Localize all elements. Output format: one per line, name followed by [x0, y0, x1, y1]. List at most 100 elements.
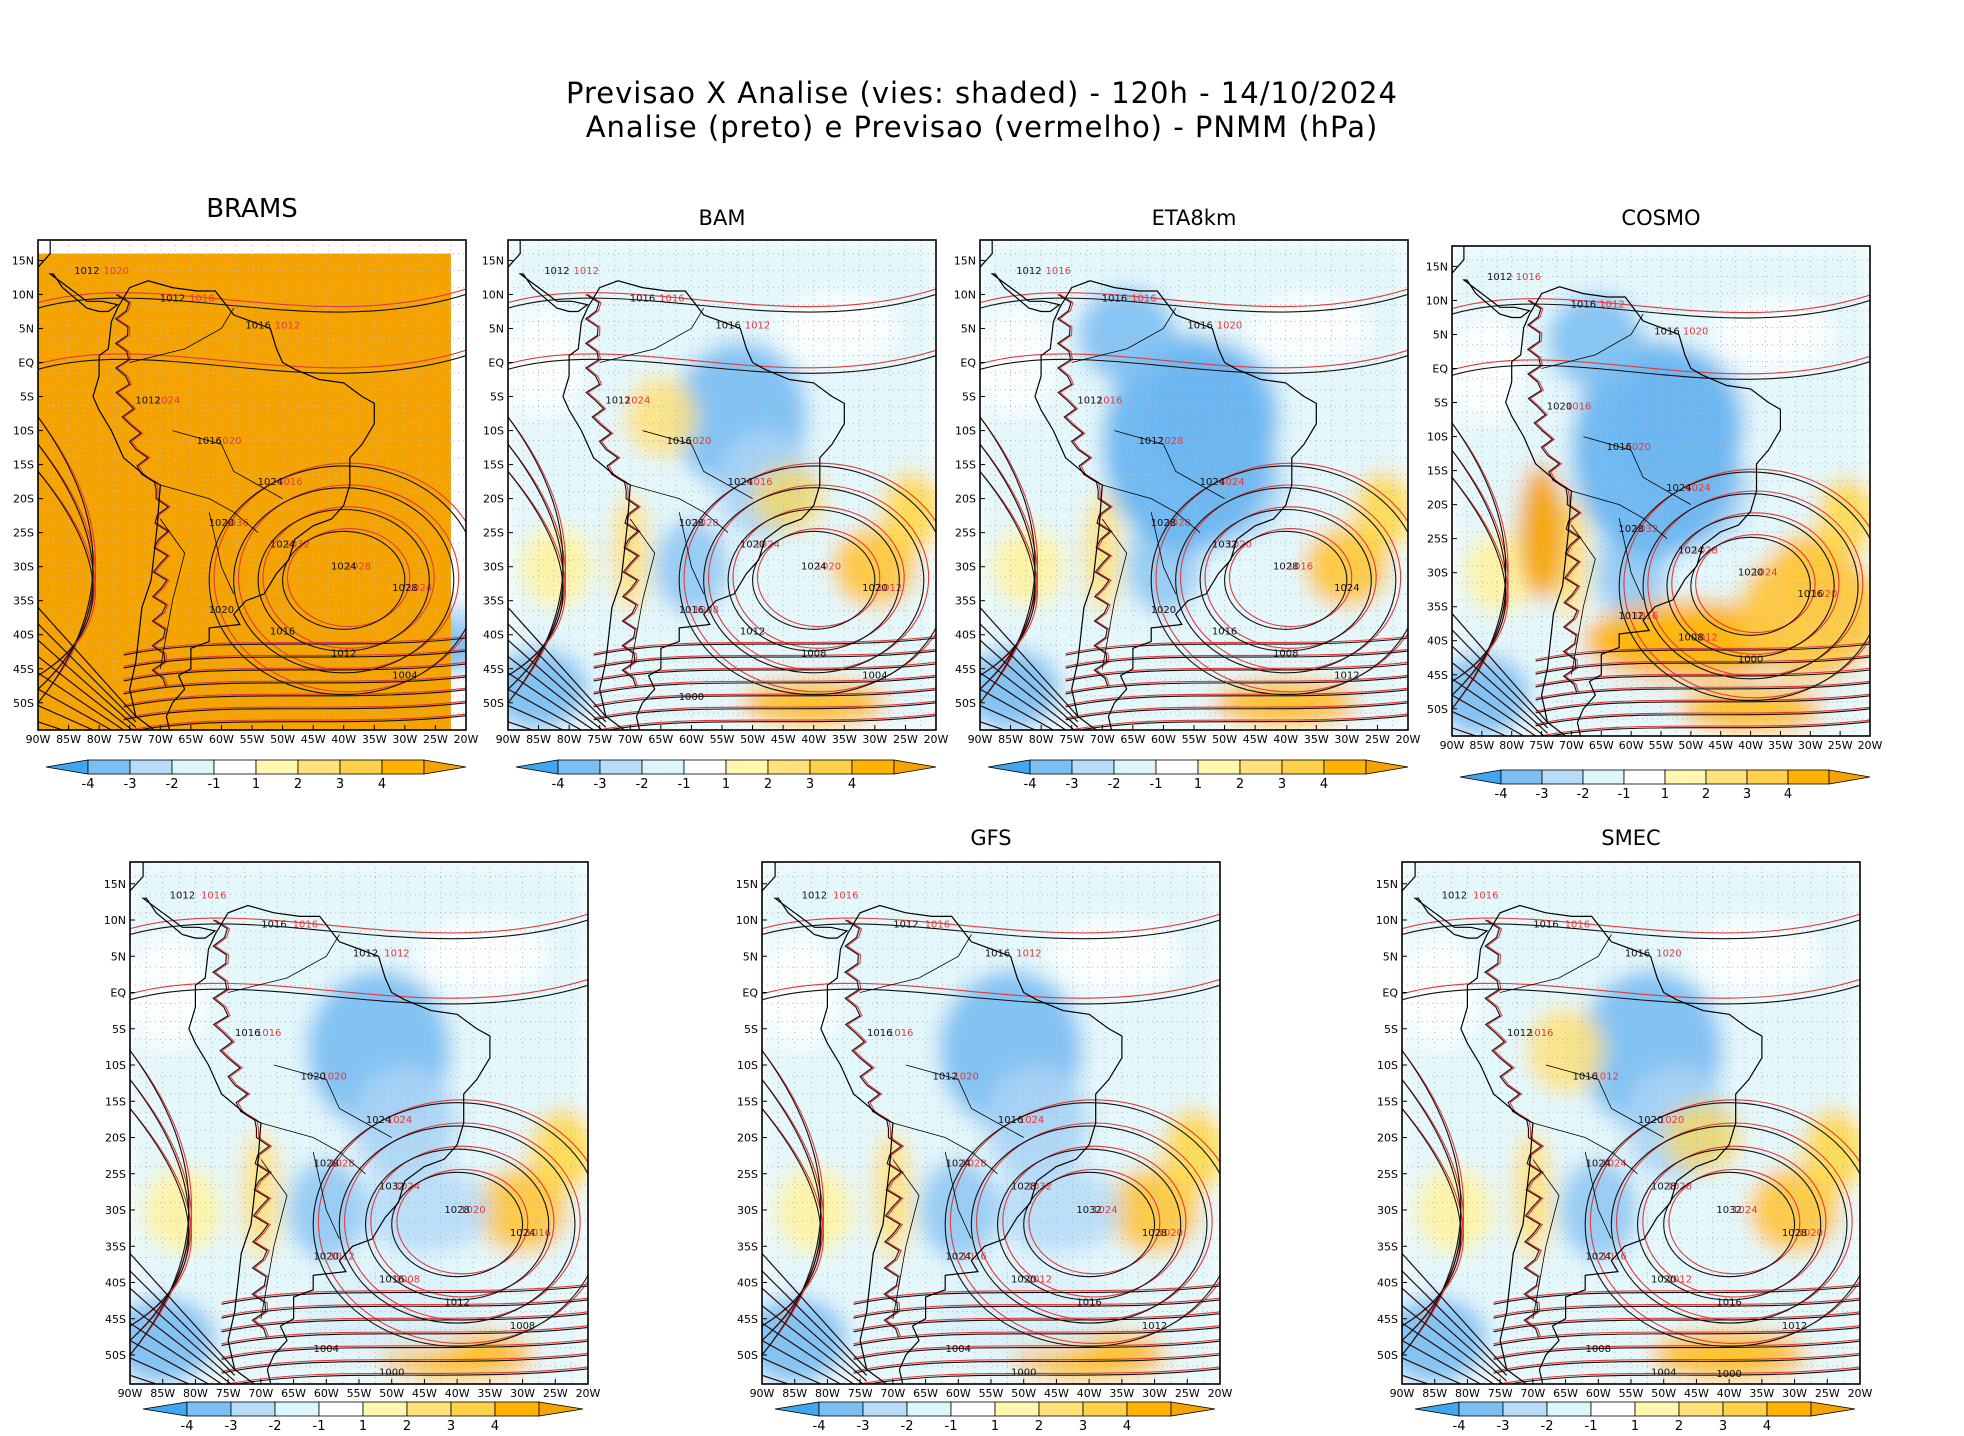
colorbar-label: -3 [594, 777, 607, 792]
forecast-isobar [980, 443, 1039, 690]
bias-blob [1571, 341, 1739, 560]
forecast-contour-label: 1016 [1516, 272, 1541, 283]
forecast-isobar [1402, 1050, 1465, 1356]
analysis-isobar [593, 689, 936, 708]
analysis-contour-label: 1000 [679, 692, 704, 703]
analysis-isobar [1065, 702, 1408, 721]
map-panel-brams: BRAMS 1020 1016 1012 1024 1020 1016 1036 1032 102… [0, 190, 480, 800]
analysis-isobar [853, 1340, 1220, 1360]
analysis-contour-label: 1024 [1200, 477, 1225, 488]
analysis-isobar [257, 508, 430, 652]
analysis-isobar [1402, 1340, 1482, 1384]
country-border [129, 307, 235, 363]
lat-tick-label: EQ [18, 357, 34, 370]
forecast-isobar [262, 506, 435, 649]
analysis-isobar [1402, 1322, 1495, 1384]
analysis-isobar [1452, 678, 1537, 736]
analysis-isobar [38, 721, 65, 730]
lon-tick-label: 20W [1208, 1387, 1233, 1400]
lon-tick-label: 90W [118, 1387, 143, 1400]
forecast-contour-label: 1024 [1219, 477, 1244, 488]
analysis-isobar [1535, 682, 1870, 701]
lat-tick-label: EQ [110, 987, 126, 1000]
analysis-contour-label: 1016 [1076, 1298, 1101, 1309]
colorbar-swatch [318, 1401, 364, 1417]
forecast-contour-label: 1016 [747, 477, 772, 488]
lon-tick-label: 65W [1553, 1387, 1578, 1400]
colorbar-swatch [906, 1401, 952, 1417]
analysis-isobar [130, 919, 588, 940]
lon-tick-label: 55W [710, 733, 735, 746]
lat-tick-label: 20S [1427, 499, 1448, 512]
lat-tick-label: 10S [955, 425, 976, 438]
colorbar-swatch [1458, 1401, 1504, 1417]
coastline-outline [1460, 904, 1763, 1384]
colorbar-label: 4 [1123, 1419, 1131, 1434]
analysis-isobar [233, 487, 455, 674]
colorbar-label: -2 [901, 1419, 914, 1434]
lat-tick-label: 15S [105, 1095, 126, 1108]
country-border [273, 1064, 392, 1138]
lon-tick-label: 90W [968, 733, 993, 746]
analysis-contour-label: 1032 [1716, 1205, 1741, 1216]
analysis-isobar [762, 1374, 790, 1384]
colorbar-label: -1 [1585, 1419, 1598, 1434]
analysis-isobar [1077, 715, 1408, 730]
analysis-isobar [508, 623, 607, 723]
coastline-outline [980, 240, 993, 268]
lat-tick-label: 45S [1377, 1313, 1398, 1326]
analysis-isobar [508, 688, 583, 730]
forecast-isobar [221, 1338, 588, 1359]
analysis-isobar [762, 984, 1220, 1005]
lon-tick-label: 70W [618, 733, 643, 746]
lat-tick-label: 35S [483, 595, 504, 608]
forecast-contour-label: 1016 [201, 890, 226, 901]
colorbar-swatch [1500, 769, 1543, 785]
colorbar-label: 3 [336, 777, 344, 792]
colorbar-swatch [1155, 759, 1199, 775]
colorbar-label: 2 [1675, 1419, 1683, 1434]
lat-tick-label: 20S [105, 1132, 126, 1145]
lat-tick-label: 30S [1427, 567, 1448, 580]
forecast-isobar [221, 1311, 588, 1331]
colorbar-label: 4 [491, 1419, 499, 1434]
colorbar-label: -4 [1024, 777, 1037, 792]
analysis-contour-label: 1016 [1187, 320, 1212, 331]
lon-tick-label: 85W [1469, 739, 1494, 752]
bias-blob [1463, 531, 1536, 614]
lon-tick-label: 20W [924, 733, 949, 746]
colorbar-label: 4 [1320, 777, 1328, 792]
lat-tick-label: 35S [737, 1240, 758, 1253]
colorbar-swatch [1029, 759, 1073, 775]
analysis-isobar [1690, 536, 1811, 636]
analysis-contour-label: 1020 [740, 540, 765, 551]
analysis-isobar [1546, 721, 1870, 736]
lat-tick-label: 15S [13, 459, 34, 472]
forecast-isobar [123, 635, 466, 655]
analysis-isobar [130, 1357, 191, 1384]
colorbar-swatch [1281, 759, 1325, 775]
lat-tick-label: 5S [962, 391, 976, 404]
analysis-isobar [508, 355, 936, 374]
analysis-contour-label: 1020 [1638, 1115, 1663, 1126]
coastline-outline [1505, 286, 1781, 736]
lon-tick-label: 40W [1738, 739, 1763, 752]
colorbar-swatch [186, 1401, 232, 1417]
lon-tick-label: 60W [1151, 733, 1176, 746]
country-border [630, 484, 729, 533]
country-border [678, 512, 705, 595]
analysis-isobar [130, 1340, 210, 1384]
lon-tick-label: 60W [1619, 739, 1644, 752]
lon-tick-label: 30W [1782, 1387, 1807, 1400]
analysis-isobar [1484, 919, 1543, 1338]
lat-tick-label: 40S [13, 629, 34, 642]
forecast-isobar [130, 1108, 193, 1327]
lon-tick-label: 70W [1090, 733, 1115, 746]
colorbar-swatch [339, 759, 383, 775]
analysis-contour-label: 1016 [1716, 1298, 1741, 1309]
colorbar-swatch [1722, 1401, 1768, 1417]
colorbar-swatch [1071, 759, 1115, 775]
colorbar: -4 -3 -2 -1 1 2 3 4 [1459, 769, 1871, 802]
analysis-isobar [678, 465, 936, 696]
colorbar-swatch [1082, 1401, 1128, 1417]
